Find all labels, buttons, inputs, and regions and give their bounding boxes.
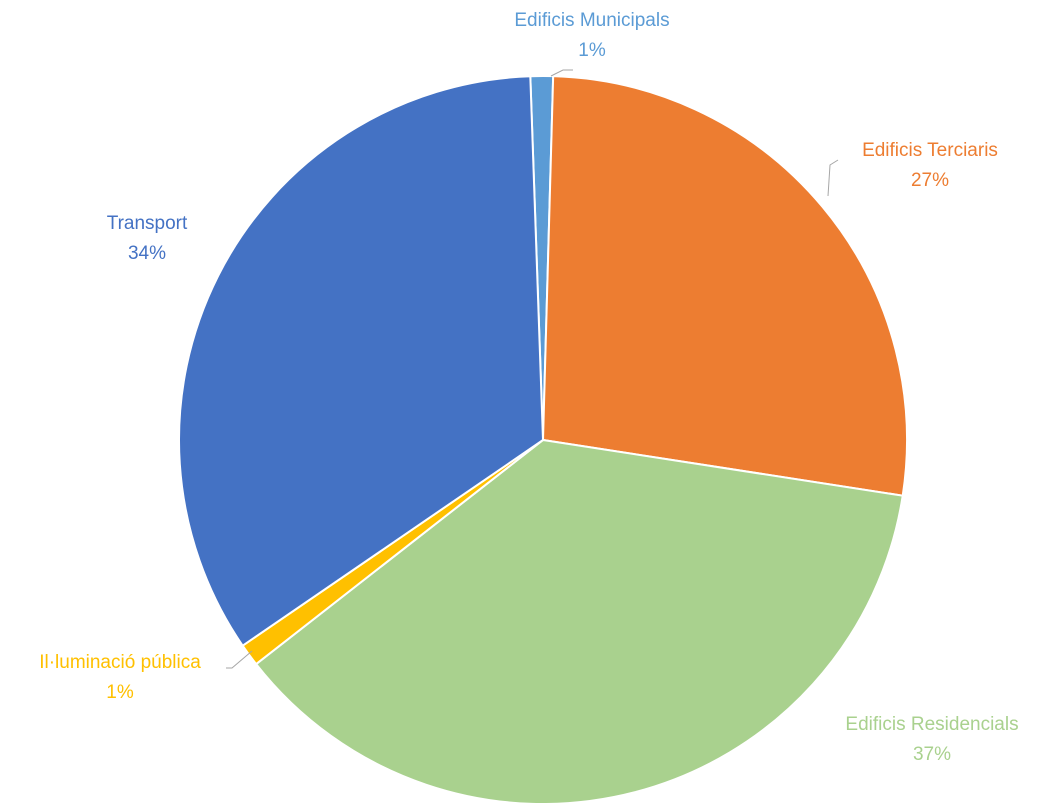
data-labels: Edificis Municipals 1% Edificis Terciaris 2…: [39, 10, 1018, 765]
data-label-category: Edificis Residencials: [845, 714, 1018, 735]
pie-slices: [178, 75, 908, 806]
leader-line: [226, 650, 253, 669]
pie-slice-edificis-terciaris: [541, 75, 908, 497]
pie-slice-edificis-residencials: [254, 438, 904, 806]
leader-line: [827, 159, 839, 197]
leader-lines: [226, 69, 839, 669]
data-label-category: Il·luminació pública: [39, 652, 201, 673]
data-label-percentage: 1%: [106, 682, 134, 703]
data-label-category: Edificis Municipals: [514, 10, 669, 31]
data-label-percentage: 37%: [913, 744, 951, 765]
data-label-category: Edificis Terciaris: [862, 140, 998, 161]
data-label-percentage: 27%: [911, 170, 949, 191]
leader-line: [550, 69, 573, 77]
data-label-category: Transport: [107, 213, 188, 234]
data-label-percentage: 34%: [128, 243, 166, 264]
pie-slice-transport: [178, 75, 545, 648]
data-label-percentage: 1%: [578, 40, 606, 61]
